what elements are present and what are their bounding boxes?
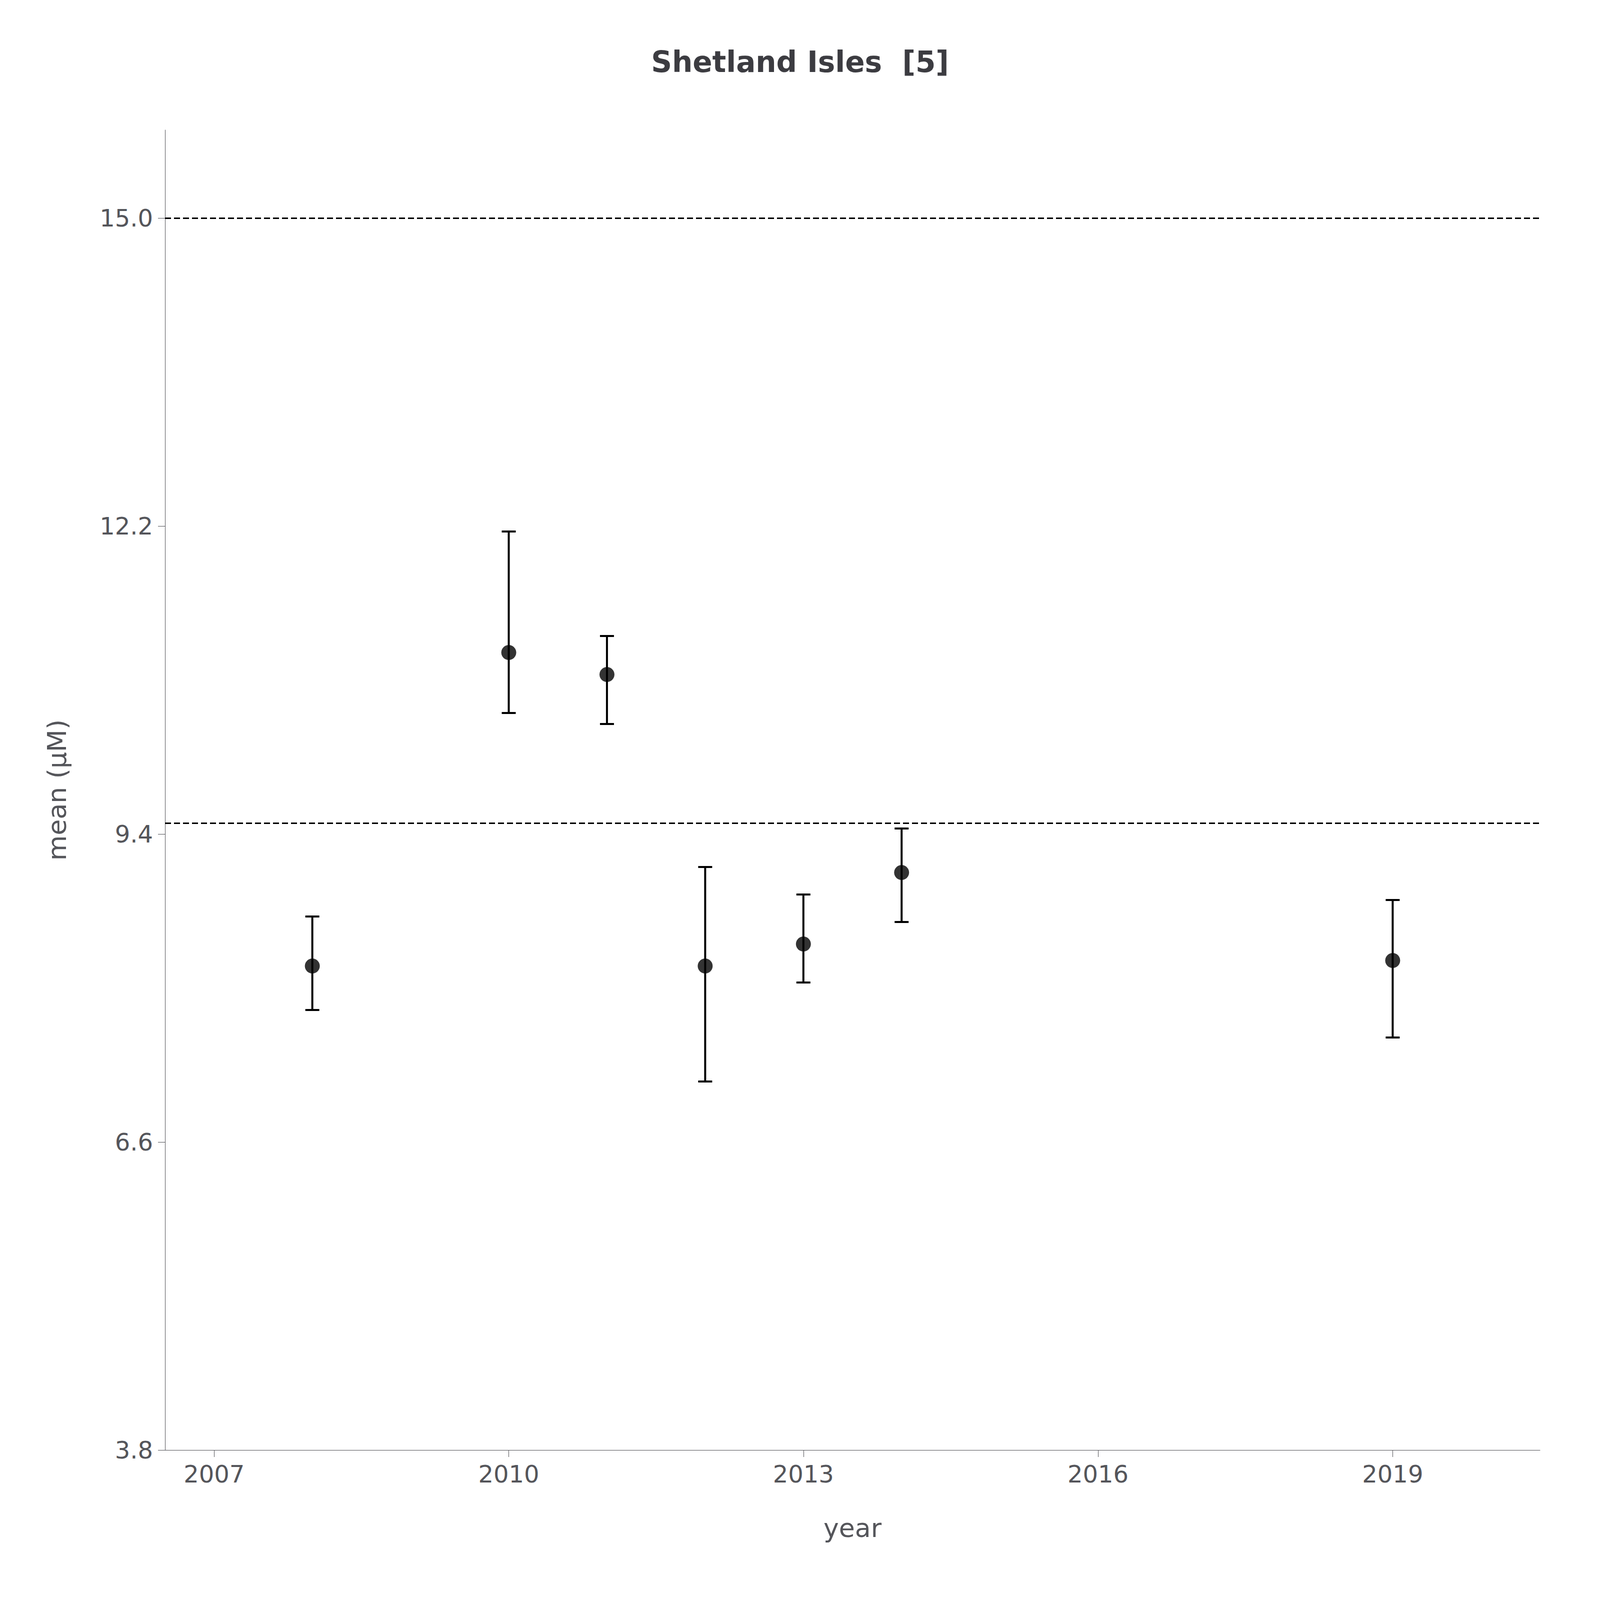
- svg-text:2013: 2013: [773, 1460, 834, 1488]
- svg-text:2010: 2010: [478, 1460, 539, 1488]
- svg-text:2007: 2007: [183, 1460, 245, 1488]
- svg-text:3.8: 3.8: [115, 1436, 153, 1464]
- svg-text:Shetland Isles [5]: Shetland Isles [5]: [651, 45, 949, 79]
- svg-text:9.4: 9.4: [115, 820, 153, 848]
- svg-text:2016: 2016: [1067, 1460, 1129, 1488]
- svg-text:15.0: 15.0: [99, 204, 153, 232]
- svg-text:12.2: 12.2: [99, 512, 153, 540]
- svg-text:mean (μM): mean (μM): [42, 719, 72, 861]
- svg-text:2019: 2019: [1362, 1460, 1423, 1488]
- svg-text:year: year: [823, 1513, 882, 1543]
- svg-text:6.6: 6.6: [115, 1128, 153, 1156]
